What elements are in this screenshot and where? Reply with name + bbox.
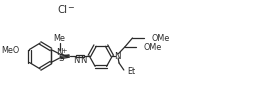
Text: N: N <box>73 56 79 65</box>
Text: OMe: OMe <box>152 34 170 43</box>
Text: N: N <box>80 56 86 65</box>
Text: OMe: OMe <box>144 43 162 52</box>
Text: N: N <box>56 48 63 57</box>
Text: −: − <box>67 4 73 13</box>
Text: +: + <box>62 48 67 53</box>
Text: Cl: Cl <box>57 5 67 15</box>
Text: Et: Et <box>128 68 136 76</box>
Text: MeO: MeO <box>2 46 20 55</box>
Text: Me: Me <box>54 34 65 43</box>
Text: S: S <box>59 54 64 63</box>
Text: N: N <box>114 51 121 60</box>
